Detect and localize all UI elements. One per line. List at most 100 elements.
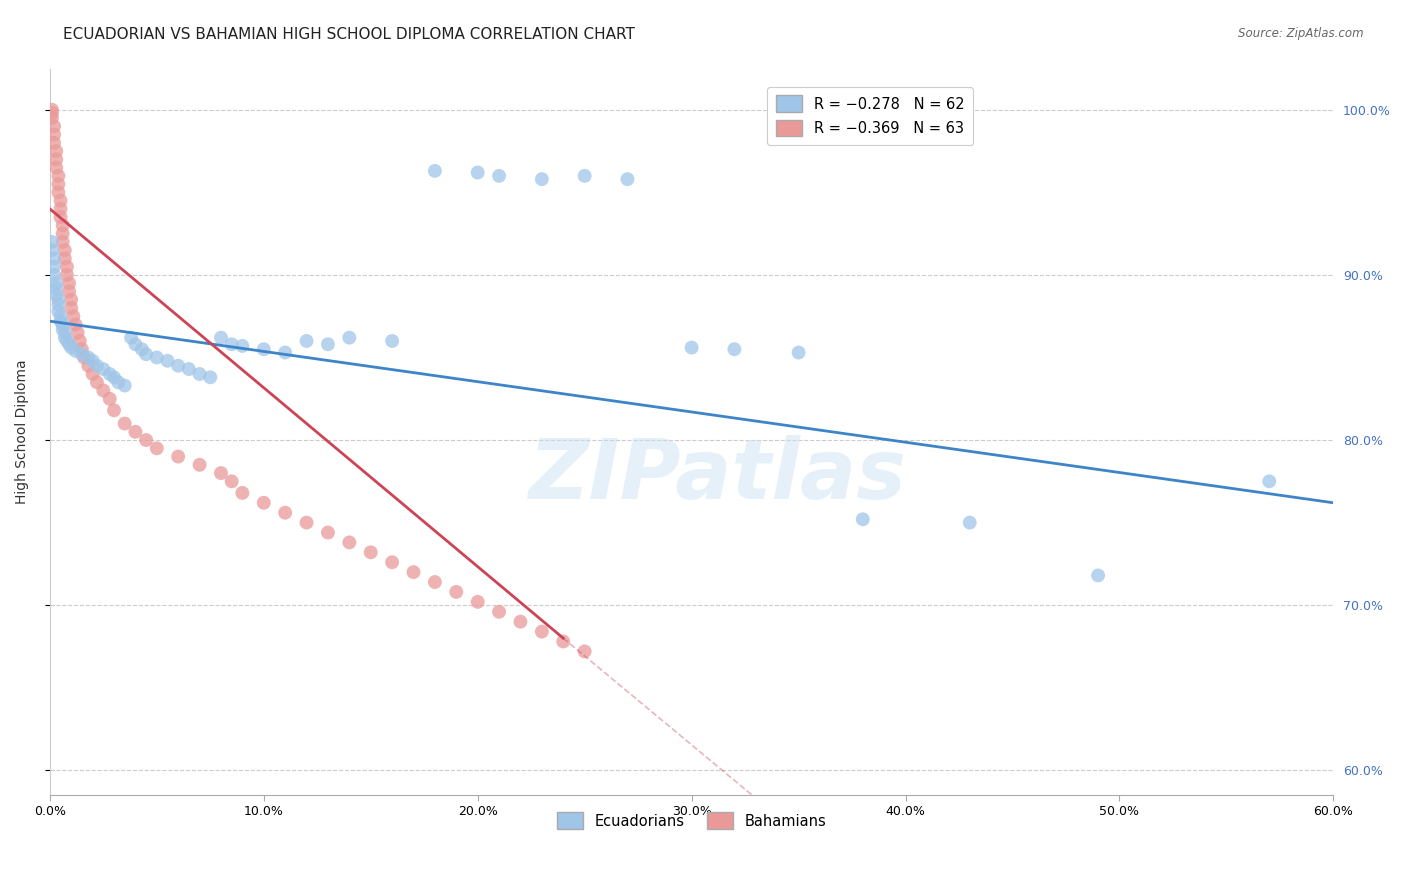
Point [52, 219, 75, 233]
Point [42, 120, 65, 134]
Point [77, 351, 100, 365]
Point [114, 378, 136, 392]
Point [156, 353, 179, 368]
Point [488, 605, 510, 619]
Point [188, 367, 211, 381]
Point [167, 359, 190, 373]
Point [48, 298, 70, 312]
Point [131, 343, 153, 357]
Point [48, 169, 70, 183]
Point [574, 644, 596, 658]
Point [53, 252, 76, 266]
Point [135, 433, 157, 447]
Point [103, 403, 125, 417]
Point [188, 458, 211, 472]
Point [167, 450, 190, 464]
Point [446, 585, 468, 599]
Point [467, 165, 489, 179]
Point [337, 331, 360, 345]
Text: ZIPatlas: ZIPatlas [529, 435, 907, 516]
Point [91, 362, 114, 376]
Point [48, 293, 70, 307]
Point [530, 624, 553, 639]
Point [103, 370, 125, 384]
Point [488, 169, 510, 183]
Point [787, 345, 810, 359]
Point [42, 268, 65, 282]
Point [467, 595, 489, 609]
Point [60, 341, 83, 355]
Point [56, 268, 79, 282]
Point [82, 353, 104, 368]
Point [48, 186, 70, 200]
Point [53, 326, 76, 340]
Point [60, 293, 83, 307]
Point [45, 281, 67, 295]
Point [49, 314, 72, 328]
Point [53, 331, 76, 345]
Point [70, 347, 93, 361]
Point [52, 318, 75, 332]
Point [62, 309, 84, 323]
Point [114, 417, 136, 431]
Point [316, 525, 339, 540]
Point [274, 345, 297, 359]
Point [98, 367, 121, 381]
Point [77, 359, 100, 373]
Point [337, 535, 360, 549]
Point [146, 351, 169, 365]
Point [73, 351, 96, 365]
Point [253, 343, 276, 357]
Point [45, 153, 67, 167]
Point [60, 301, 83, 315]
Point [231, 486, 253, 500]
Point [86, 359, 108, 373]
Point [402, 565, 425, 579]
Point [209, 466, 232, 480]
Point [221, 337, 243, 351]
Point [852, 512, 875, 526]
Text: ECUADORIAN VS BAHAMIAN HIGH SCHOOL DIPLOMA CORRELATION CHART: ECUADORIAN VS BAHAMIAN HIGH SCHOOL DIPLO… [63, 27, 636, 42]
Point [48, 177, 70, 191]
Point [49, 194, 72, 208]
Point [41, 111, 63, 125]
Point [52, 227, 75, 241]
Point [616, 172, 638, 186]
Point [65, 318, 87, 332]
Point [66, 326, 89, 340]
Point [509, 615, 531, 629]
Point [107, 376, 129, 390]
Point [45, 287, 67, 301]
Y-axis label: High School Diploma: High School Diploma [15, 359, 30, 504]
Point [316, 337, 339, 351]
Point [146, 442, 169, 456]
Point [45, 144, 67, 158]
Point [530, 172, 553, 186]
Point [82, 367, 104, 381]
Point [381, 334, 404, 348]
Text: Source: ZipAtlas.com: Source: ZipAtlas.com [1239, 27, 1364, 40]
Point [295, 516, 318, 530]
Point [69, 334, 91, 348]
Point [65, 343, 87, 358]
Point [41, 243, 63, 257]
Point [231, 339, 253, 353]
Point [423, 164, 446, 178]
Point [295, 334, 318, 348]
Point [49, 202, 72, 216]
Point [274, 506, 297, 520]
Point [42, 136, 65, 150]
Point [58, 337, 80, 351]
Point [42, 260, 65, 274]
Point [553, 634, 575, 648]
Point [209, 331, 232, 345]
Point [48, 304, 70, 318]
Point [360, 545, 382, 559]
Point [52, 235, 75, 249]
Point [200, 370, 222, 384]
Point [56, 334, 79, 348]
Point [49, 309, 72, 323]
Point [56, 260, 79, 274]
Point [253, 496, 276, 510]
Point [574, 169, 596, 183]
